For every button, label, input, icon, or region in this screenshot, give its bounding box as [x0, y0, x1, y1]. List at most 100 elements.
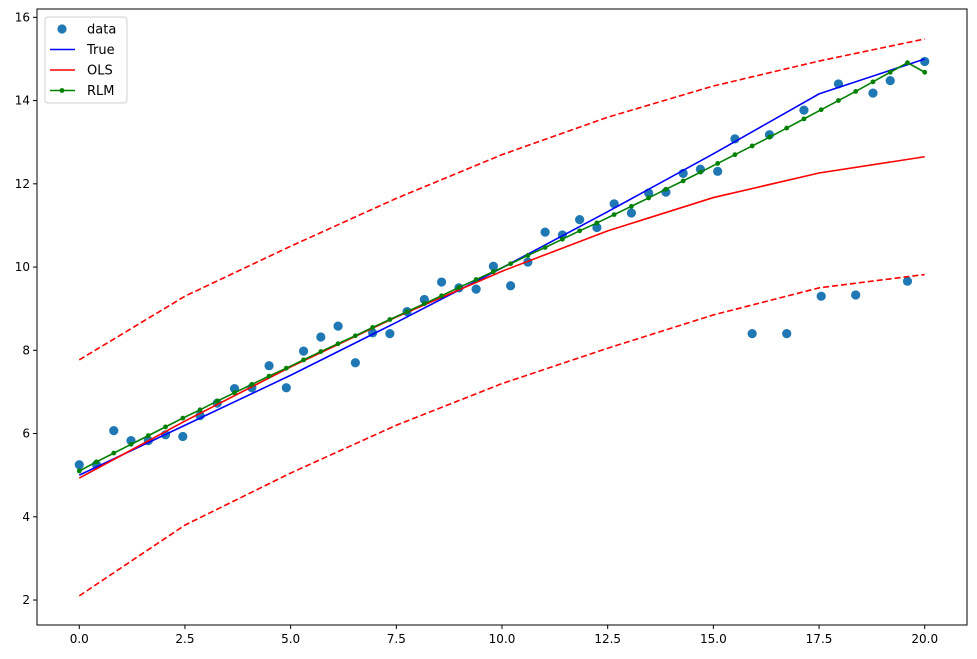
data-point — [74, 460, 84, 470]
x-tick-label: 12.5 — [594, 632, 621, 646]
series-marker — [352, 333, 358, 339]
series-line — [78, 38, 925, 361]
series-marker — [922, 69, 928, 75]
series-marker — [266, 373, 272, 379]
data-point — [575, 215, 585, 225]
series-marker — [473, 277, 479, 282]
series-ols — [78, 155, 925, 479]
data-point — [626, 208, 637, 218]
data-point — [385, 329, 395, 339]
series-marker — [318, 349, 324, 354]
y-tick-label: 6 — [22, 427, 30, 441]
data-point — [436, 277, 447, 287]
series-marker — [577, 228, 583, 234]
series-layer — [74, 38, 930, 597]
series-marker — [715, 161, 721, 166]
data-point — [920, 56, 930, 67]
series-marker — [387, 317, 393, 322]
series-marker — [646, 195, 652, 201]
data-point — [488, 261, 498, 271]
y-tick-label: 4 — [22, 510, 30, 524]
x-tick-label: 0.0 — [70, 632, 89, 646]
legend-item-true: True — [50, 43, 115, 58]
series-marker — [421, 301, 427, 307]
data-point — [747, 329, 757, 339]
series-marker — [836, 98, 841, 103]
series-marker — [76, 468, 82, 474]
y-tick-label: 16 — [15, 10, 30, 24]
series-marker — [887, 69, 893, 75]
series-line — [78, 273, 925, 597]
series-line — [78, 61, 926, 472]
legend: data True OLS RLM — [44, 16, 128, 104]
series-marker — [490, 269, 496, 275]
data-point — [298, 346, 309, 356]
data-point — [851, 290, 861, 300]
series-marker — [525, 253, 531, 258]
data-point — [902, 276, 913, 286]
series-marker — [853, 89, 859, 94]
data-point — [350, 358, 360, 368]
data-point — [316, 332, 326, 342]
series-marker — [801, 116, 807, 122]
series-marker — [698, 169, 703, 175]
series-marker — [163, 424, 168, 430]
series-rlm — [76, 60, 928, 474]
y-tick-label: 8 — [22, 343, 30, 357]
series-marker — [611, 212, 617, 218]
series-marker — [249, 382, 255, 387]
data-point — [471, 284, 481, 294]
y-tick-label: 14 — [15, 94, 30, 108]
y-tick-label: 10 — [15, 260, 30, 274]
plot-area — [37, 9, 967, 625]
y-tick-label: 12 — [15, 177, 30, 191]
series-marker — [214, 398, 220, 404]
series-marker — [594, 220, 600, 226]
series-marker — [197, 407, 203, 413]
x-tick-label: 7.5 — [387, 632, 406, 646]
series-marker — [439, 293, 444, 299]
legend-label: RLM — [87, 84, 115, 99]
series-ols-lower-bound — [78, 273, 925, 597]
series-marker — [905, 60, 910, 66]
legend-marker — [59, 88, 65, 93]
data-point — [782, 329, 792, 339]
legend-item-rlm: RLM — [50, 84, 115, 99]
legend-label: True — [86, 43, 115, 58]
series-line — [78, 155, 925, 479]
series-marker — [629, 203, 634, 209]
legend-label: OLS — [87, 64, 113, 79]
x-tick-label: 20.0 — [911, 632, 938, 646]
series-marker — [680, 178, 686, 184]
series-marker — [508, 261, 514, 267]
series-marker — [767, 134, 772, 140]
data-point — [109, 426, 119, 436]
series-marker — [232, 390, 237, 396]
series-marker — [749, 143, 755, 149]
series-marker — [335, 341, 341, 347]
series-marker — [870, 79, 876, 85]
series-marker — [94, 459, 99, 465]
axes-layer: 0.0 2.5 5.0 7.5 10.0 12.5 15.0 17.5 20.0 2 4 6 8 10 12… — [15, 8, 968, 646]
data-point — [592, 222, 602, 233]
legend-item-ols: OLS — [50, 64, 113, 79]
data-point — [195, 411, 205, 421]
x-tick-label: 2.5 — [175, 632, 194, 646]
legend-item-data: data — [57, 23, 116, 38]
series-marker — [404, 309, 410, 314]
series-marker — [301, 357, 306, 363]
legend-marker — [57, 24, 67, 34]
y-tick-label: 2 — [22, 593, 30, 607]
legend-box — [44, 16, 128, 104]
data-point — [868, 88, 878, 98]
data-point — [506, 281, 516, 291]
data-point — [885, 75, 895, 86]
data-point — [816, 291, 826, 301]
x-tick-label: 5.0 — [281, 632, 300, 646]
data-point — [540, 227, 550, 237]
data-point — [178, 431, 188, 442]
series-marker — [560, 236, 565, 242]
series-marker — [370, 325, 375, 330]
series-marker — [180, 415, 186, 421]
